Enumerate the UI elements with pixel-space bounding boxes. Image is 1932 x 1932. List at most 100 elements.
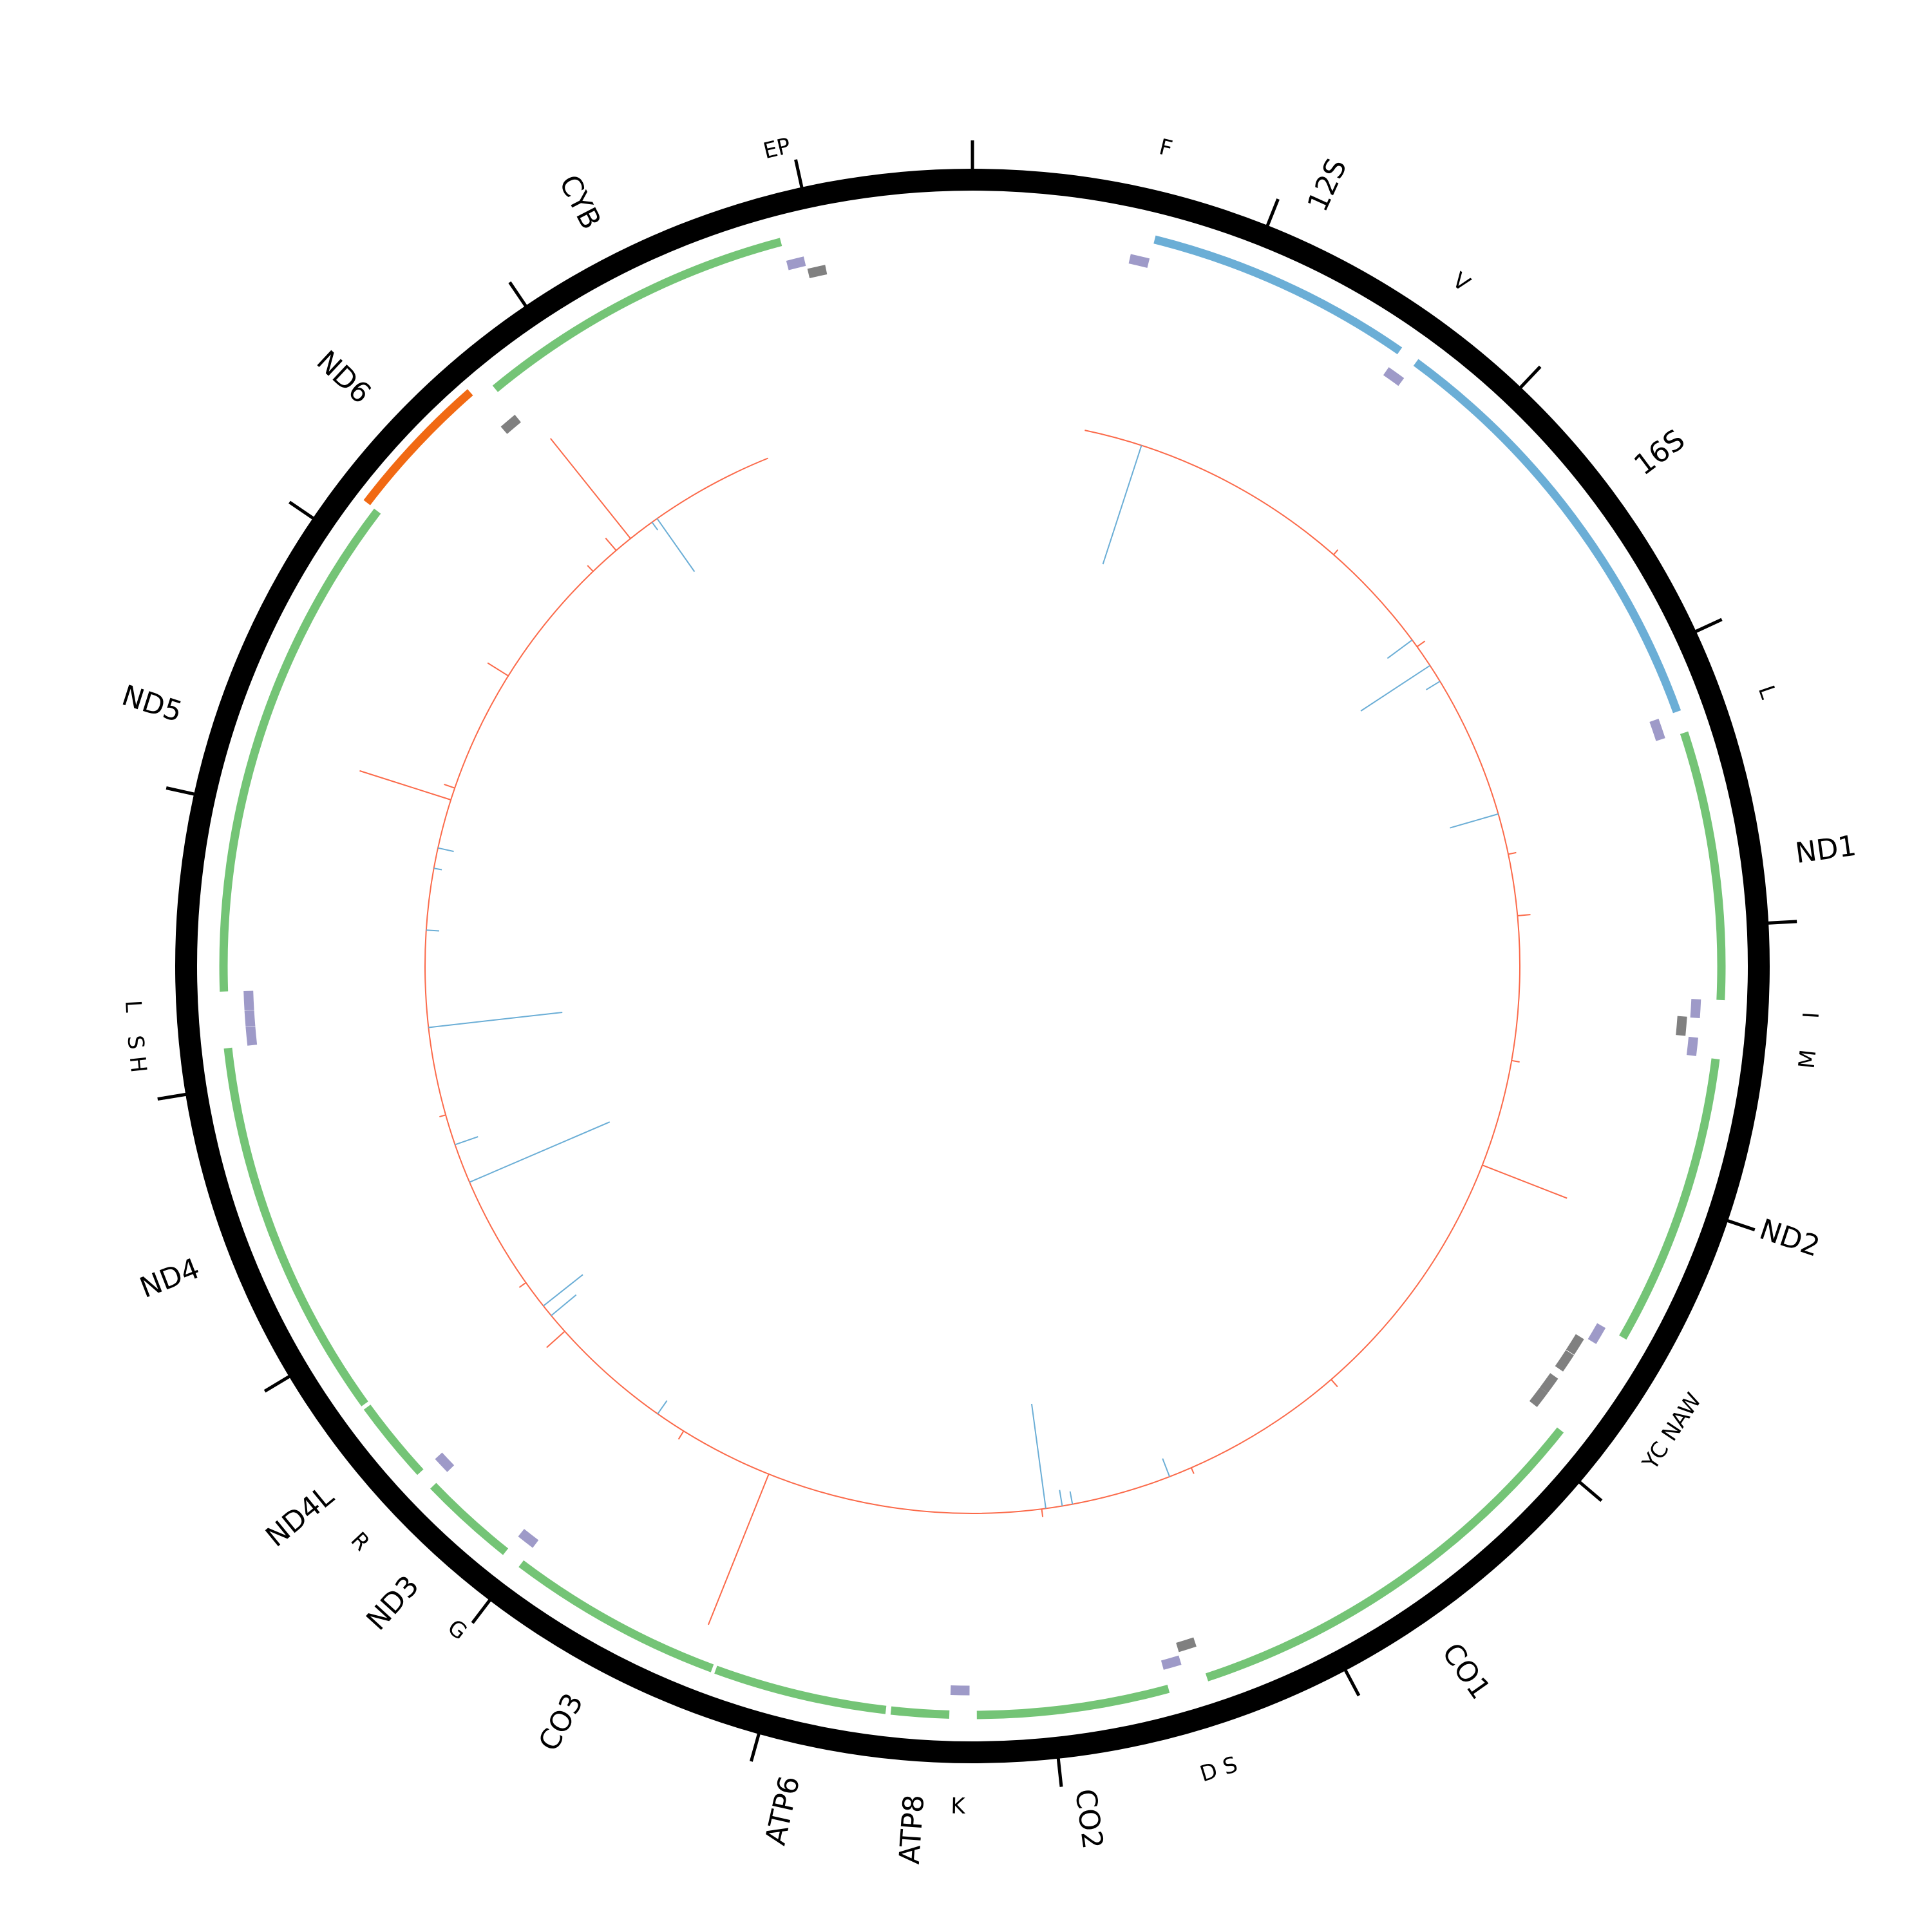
signal-spike-negative: [428, 1011, 563, 1028]
signal-spike-positive: [1041, 1509, 1044, 1517]
feature-trna-y: [1529, 1387, 1548, 1407]
tick-mark: [157, 1092, 187, 1101]
feature-protein-atp8: [890, 1706, 950, 1719]
label-s-h: S H: [122, 1034, 151, 1074]
signal-spike-negative: [543, 1274, 583, 1307]
tick-mark: [508, 281, 528, 308]
label-i: I: [1799, 1011, 1825, 1019]
signal-spike-negative: [1059, 1490, 1063, 1506]
label-nd5: ND5: [118, 679, 186, 728]
signal-spike-positive: [587, 565, 594, 572]
feature-protein-nd3: [430, 1482, 509, 1555]
tick-marks: [157, 140, 1797, 1787]
feature-rrna-12s: [1153, 235, 1403, 355]
signal-spike-positive: [1190, 1467, 1195, 1474]
signal-spike-negative: [469, 1121, 611, 1183]
signal-spike-positive: [1517, 914, 1531, 917]
feature-trna-d: [1160, 1655, 1182, 1670]
label-16s: 16S: [1628, 423, 1691, 482]
signal-spike-positive: [1508, 851, 1517, 855]
tick-mark: [166, 786, 196, 796]
tick-mark: [1578, 1480, 1603, 1502]
signal-spike-negative: [657, 1400, 668, 1414]
feature-trna-g: [518, 1529, 539, 1548]
label-atp8: ATP8: [893, 1794, 931, 1865]
feature-trna-s: [244, 1010, 256, 1027]
label-nd6: ND6: [310, 345, 377, 410]
signal-spike-negative: [426, 929, 440, 932]
signal-spike-positive: [518, 1282, 527, 1288]
feature-trna-m: [1686, 1036, 1698, 1056]
signal-spike-negative: [656, 518, 696, 573]
label-f: F: [1157, 134, 1175, 162]
feature-trna-w: [1587, 1323, 1606, 1344]
feature-trna-k: [950, 1685, 970, 1696]
label-d-s: D S: [1197, 1752, 1241, 1787]
feature-protein-atp6: [714, 1665, 887, 1714]
signal-spike-positive: [1333, 549, 1339, 555]
feature-trna-v: [1383, 367, 1405, 386]
tick-mark: [1265, 198, 1280, 227]
signal-spike-positive: [546, 1331, 565, 1349]
label-cyb: CYB: [553, 170, 607, 235]
tick-mark: [750, 1732, 761, 1762]
signal-spike-negative: [1425, 681, 1441, 690]
signal-spike-negative: [551, 1294, 577, 1316]
feature-trna-n: [1555, 1350, 1574, 1372]
signal-spike-positive: [487, 662, 509, 677]
feature-trna-f: [1128, 254, 1150, 268]
feature-trna-t: [786, 256, 806, 270]
tick-mark: [1343, 1669, 1361, 1697]
signal-spike-negative: [651, 522, 659, 531]
label-l: L: [120, 999, 146, 1013]
backbone-circle: [175, 169, 1770, 1763]
signal-spike-negative: [455, 1136, 478, 1146]
feature-trna-l: [1649, 718, 1665, 741]
signal-spike-negative: [1030, 1403, 1046, 1509]
feature-trna-r: [435, 1452, 455, 1472]
label-12s: 12S: [1302, 154, 1354, 217]
tick-mark: [1767, 920, 1797, 925]
tick-mark: [794, 159, 804, 189]
feature-protein-cyb: [492, 238, 782, 392]
label-co2: CO2: [1068, 1787, 1109, 1851]
label-nd3: ND3: [360, 1569, 426, 1636]
tick-mark: [289, 500, 315, 520]
signal-spike-positive: [1482, 1164, 1567, 1199]
signal-spike-negative: [433, 867, 442, 871]
label-k: K: [951, 1794, 967, 1819]
signal-spike-negative: [1450, 813, 1499, 829]
signal-spike-positive: [1511, 1059, 1520, 1063]
feature-rrna-16s: [1413, 359, 1681, 714]
tick-mark: [1519, 365, 1542, 390]
label-ep: EP: [761, 133, 793, 164]
label-g: G: [442, 1615, 471, 1645]
signal-baseline: [424, 430, 1520, 1515]
signal-spike-positive: [1331, 1379, 1338, 1388]
feature-trna-p: [807, 265, 828, 278]
tick-mark: [1726, 1218, 1756, 1232]
tick-mark: [471, 1598, 492, 1624]
label-co3: CO3: [533, 1688, 590, 1756]
signal-spike-negative: [1069, 1491, 1074, 1504]
signal-spike-negative: [1387, 639, 1413, 659]
signal-spike-negative: [437, 847, 454, 853]
feature-protein-co2: [976, 1685, 1170, 1719]
signal-spike-positive: [1416, 640, 1426, 648]
label-l: L: [1753, 682, 1781, 702]
signal-spike-positive: [605, 537, 617, 551]
feature-protein-nd6: [363, 389, 473, 506]
feature-trna-a: [1566, 1334, 1584, 1355]
label-yc-naw: YC NAW: [1637, 1388, 1707, 1475]
feature-trna-s: [1176, 1637, 1197, 1653]
signal-track: [359, 430, 1567, 1625]
feature-protein-nd5: [219, 508, 381, 992]
label-nd1: ND1: [1794, 829, 1859, 870]
feature-track: [219, 235, 1726, 1719]
tick-mark: [1056, 1757, 1063, 1787]
signal-spike-positive: [549, 438, 631, 539]
feature-protein-nd1: [1680, 731, 1726, 1001]
feature-protein-nd2: [1619, 1058, 1720, 1340]
